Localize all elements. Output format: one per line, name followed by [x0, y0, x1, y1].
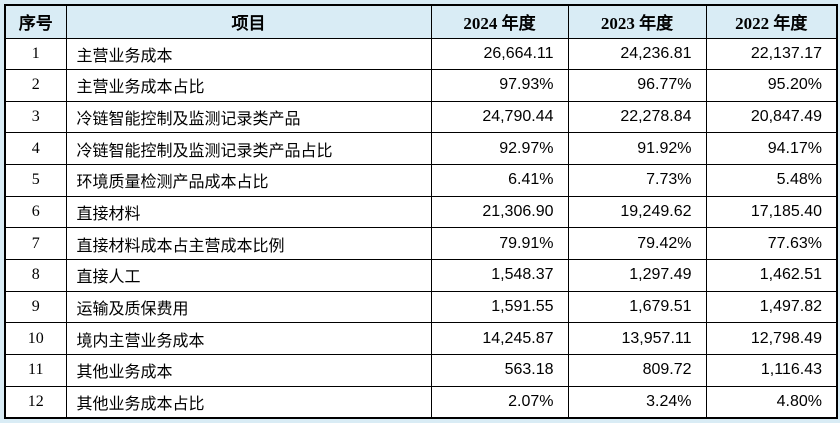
value-cell-2024: 1,591.55 [430, 290, 569, 324]
item-name-cell: 运输及质保费用 [65, 290, 432, 324]
col-header-2023: 2023 年度 [567, 4, 707, 39]
value-cell-2024: 14,245.87 [430, 322, 569, 356]
row-index-cell: 11 [4, 354, 67, 387]
table-row: 8 直接人工 1,548.37 1,297.49 1,462.51 [4, 259, 838, 292]
row-index-cell: 2 [4, 69, 67, 102]
item-name-cell: 直接人工 [65, 259, 432, 292]
value-cell-2022: 94.17% [705, 132, 838, 166]
value-cell-2023: 3.24% [567, 385, 707, 419]
table-row: 11 其他业务成本 563.18 809.72 1,116.43 [4, 354, 838, 387]
row-index-cell: 1 [4, 37, 67, 71]
value-cell-2022: 1,462.51 [705, 259, 838, 292]
cost-structure-table: 序号 项目 2024 年度 2023 年度 2022 年度 1 主营业务成本 2… [4, 4, 838, 419]
value-cell-2023: 1,297.49 [567, 259, 707, 292]
value-cell-2024: 26,664.11 [430, 37, 569, 71]
value-cell-2022: 5.48% [705, 164, 838, 197]
col-header-2022: 2022 年度 [705, 4, 838, 39]
item-name-cell: 直接材料成本占主营成本比例 [65, 227, 432, 261]
row-index-cell: 4 [4, 132, 67, 166]
row-index-cell: 8 [4, 259, 67, 292]
table-row: 6 直接材料 21,306.90 19,249.62 17,185.40 [4, 195, 838, 229]
value-cell-2024: 6.41% [430, 164, 569, 197]
table-row: 7 直接材料成本占主营成本比例 79.91% 79.42% 77.63% [4, 227, 838, 261]
value-cell-2023: 7.73% [567, 164, 707, 197]
value-cell-2023: 19,249.62 [567, 195, 707, 229]
value-cell-2022: 1,116.43 [705, 354, 838, 387]
col-header-item: 项目 [65, 4, 432, 39]
value-cell-2024: 92.97% [430, 132, 569, 166]
item-name-cell: 其他业务成本 [65, 354, 432, 387]
value-cell-2023: 22,278.84 [567, 100, 707, 134]
row-index-cell: 3 [4, 100, 67, 134]
value-cell-2022: 1,497.82 [705, 290, 838, 324]
item-name-cell: 冷链智能控制及监测记录类产品占比 [65, 132, 432, 166]
table-row: 4 冷链智能控制及监测记录类产品占比 92.97% 91.92% 94.17% [4, 132, 838, 166]
value-cell-2022: 77.63% [705, 227, 838, 261]
table-row: 5 环境质量检测产品成本占比 6.41% 7.73% 5.48% [4, 164, 838, 197]
value-cell-2022: 95.20% [705, 69, 838, 102]
value-cell-2024: 24,790.44 [430, 100, 569, 134]
value-cell-2023: 1,679.51 [567, 290, 707, 324]
table-row: 1 主营业务成本 26,664.11 24,236.81 22,137.17 [4, 37, 838, 71]
row-index-cell: 10 [4, 322, 67, 356]
item-name-cell: 其他业务成本占比 [65, 385, 432, 419]
item-name-cell: 直接材料 [65, 195, 432, 229]
value-cell-2022: 12,798.49 [705, 322, 838, 356]
value-cell-2023: 91.92% [567, 132, 707, 166]
item-name-cell: 环境质量检测产品成本占比 [65, 164, 432, 197]
table-header: 序号 项目 2024 年度 2023 年度 2022 年度 [4, 4, 838, 39]
value-cell-2023: 809.72 [567, 354, 707, 387]
value-cell-2023: 79.42% [567, 227, 707, 261]
value-cell-2023: 13,957.11 [567, 322, 707, 356]
value-cell-2022: 17,185.40 [705, 195, 838, 229]
value-cell-2022: 4.80% [705, 385, 838, 419]
table-row: 10 境内主营业务成本 14,245.87 13,957.11 12,798.4… [4, 322, 838, 356]
value-cell-2024: 79.91% [430, 227, 569, 261]
table-body: 1 主营业务成本 26,664.11 24,236.81 22,137.17 2… [4, 37, 838, 419]
row-index-cell: 9 [4, 290, 67, 324]
value-cell-2024: 1,548.37 [430, 259, 569, 292]
item-name-cell: 冷链智能控制及监测记录类产品 [65, 100, 432, 134]
value-cell-2023: 96.77% [567, 69, 707, 102]
item-name-cell: 境内主营业务成本 [65, 322, 432, 356]
row-index-cell: 7 [4, 227, 67, 261]
table-row: 3 冷链智能控制及监测记录类产品 24,790.44 22,278.84 20,… [4, 100, 838, 134]
header-row: 序号 项目 2024 年度 2023 年度 2022 年度 [4, 4, 838, 39]
row-index-cell: 6 [4, 195, 67, 229]
item-name-cell: 主营业务成本占比 [65, 69, 432, 102]
item-name-cell: 主营业务成本 [65, 37, 432, 71]
value-cell-2022: 22,137.17 [705, 37, 838, 71]
row-index-cell: 12 [4, 385, 67, 419]
value-cell-2024: 21,306.90 [430, 195, 569, 229]
row-index-cell: 5 [4, 164, 67, 197]
table-row: 9 运输及质保费用 1,591.55 1,679.51 1,497.82 [4, 290, 838, 324]
value-cell-2024: 563.18 [430, 354, 569, 387]
col-header-2024: 2024 年度 [430, 4, 569, 39]
table-row: 2 主营业务成本占比 97.93% 96.77% 95.20% [4, 69, 838, 102]
value-cell-2022: 20,847.49 [705, 100, 838, 134]
value-cell-2024: 2.07% [430, 385, 569, 419]
value-cell-2024: 97.93% [430, 69, 569, 102]
table-row: 12 其他业务成本占比 2.07% 3.24% 4.80% [4, 385, 838, 419]
col-header-index: 序号 [4, 4, 67, 39]
value-cell-2023: 24,236.81 [567, 37, 707, 71]
